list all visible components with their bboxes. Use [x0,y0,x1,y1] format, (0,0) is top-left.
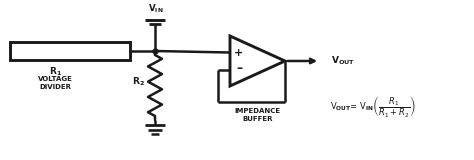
Text: VOLTAGE: VOLTAGE [38,76,73,82]
Bar [10,42,130,60]
Text: R$_{\mathbf{1}}$: R$_{\mathbf{1}}$ [49,65,62,77]
Text: V$_{\mathbf{IN}}$: V$_{\mathbf{IN}}$ [148,3,164,15]
Text: V$_{\mathbf{OUT}}$: V$_{\mathbf{OUT}}$ [331,55,355,67]
Polygon shape [230,36,285,86]
Text: +: + [234,48,244,59]
Text: V$_{\mathbf{OUT}}$= V$_{\mathbf{IN}}$$\left(\dfrac{R_1}{R_1+R_2}\right)$: V$_{\mathbf{OUT}}$= V$_{\mathbf{IN}}$$\l… [330,95,416,120]
Text: DIVIDER: DIVIDER [40,84,72,90]
Text: –: – [236,62,242,75]
Text: BUFFER: BUFFER [242,116,273,122]
Text: IMPEDANCE: IMPEDANCE [235,108,281,114]
Text: R$_{\mathbf{2}}$: R$_{\mathbf{2}}$ [132,75,145,88]
